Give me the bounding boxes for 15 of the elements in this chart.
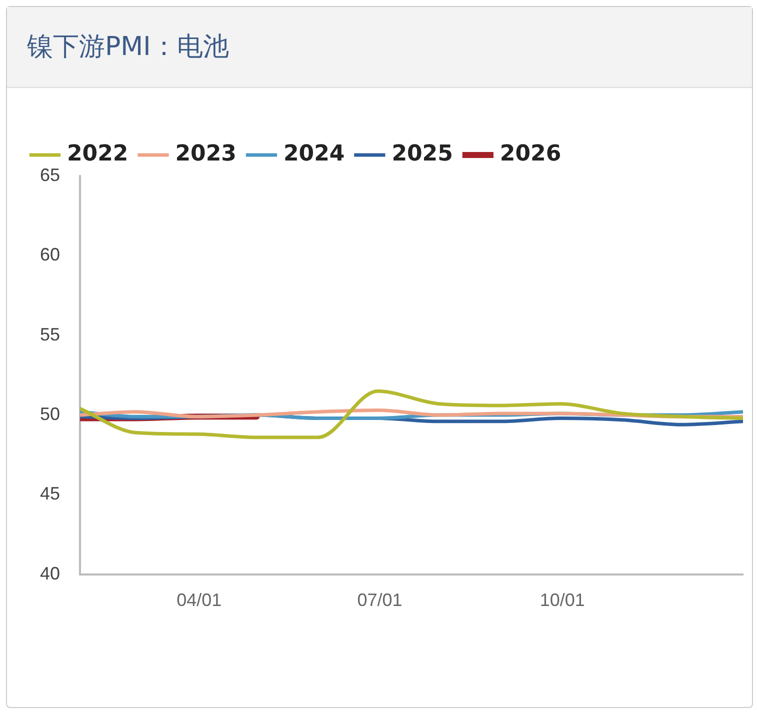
legend-label: 2023 [175, 142, 236, 167]
y-tick-label: 50 [40, 404, 60, 424]
y-tick-label: 45 [40, 484, 60, 504]
y-tick-label: 65 [40, 164, 60, 185]
legend-label: 2022 [67, 142, 128, 167]
legend-label: 2024 [283, 142, 345, 167]
legend-label: 2025 [392, 142, 453, 167]
chart-title: 镍下游PMI：电池 [27, 31, 229, 64]
y-tick-label: 60 [40, 244, 60, 265]
y-tick-label: 55 [40, 324, 60, 344]
legend-label: 2026 [500, 142, 562, 167]
x-tick-label: 10/01 [540, 590, 585, 610]
x-tick-label: 04/01 [176, 590, 222, 610]
y-tick-label: 40 [40, 563, 60, 584]
x-tick-label: 07/01 [357, 590, 402, 610]
